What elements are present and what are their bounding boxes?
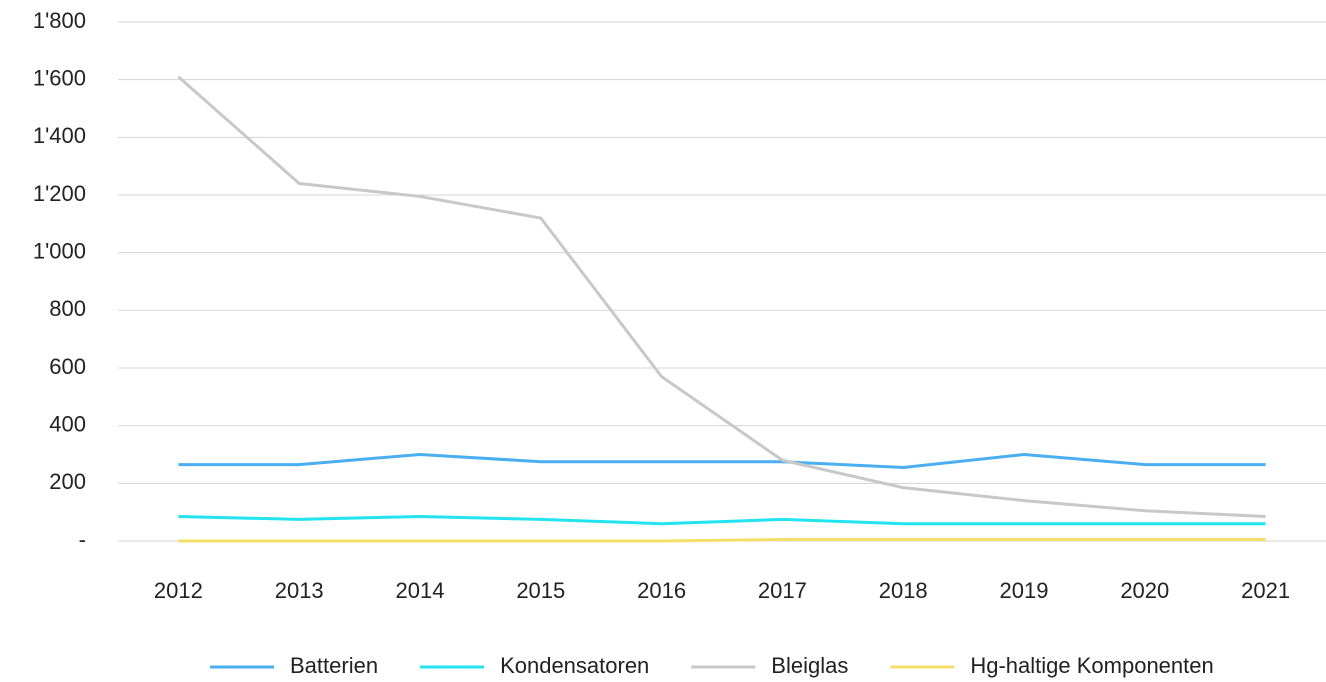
y-tick-label: 600 xyxy=(49,354,86,379)
legend-label: Bleiglas xyxy=(771,653,848,678)
series-line xyxy=(178,453,1266,469)
y-tick-label: 200 xyxy=(49,469,86,494)
y-tick-label: 1'400 xyxy=(33,123,86,148)
x-tick-label: 2014 xyxy=(396,578,445,603)
y-tick-label: - xyxy=(79,527,86,552)
x-tick-label: 2021 xyxy=(1241,578,1290,603)
x-tick-label: 2016 xyxy=(637,578,686,603)
legend-label: Batterien xyxy=(290,653,378,678)
y-tick-label: 1'200 xyxy=(33,181,86,206)
x-tick-label: 2020 xyxy=(1120,578,1169,603)
legend-label: Kondensatoren xyxy=(500,653,649,678)
series-line xyxy=(177,75,1266,518)
x-tick-label: 2013 xyxy=(275,578,324,603)
x-tick-label: 2018 xyxy=(879,578,928,603)
series-line xyxy=(178,514,1266,526)
legend-label: Hg-haltige Komponenten xyxy=(970,653,1213,678)
y-tick-label: 1'800 xyxy=(33,8,86,33)
x-tick-label: 2015 xyxy=(516,578,565,603)
series-line xyxy=(178,538,1266,543)
x-tick-label: 2012 xyxy=(154,578,203,603)
y-tick-label: 1'000 xyxy=(33,238,86,263)
x-tick-label: 2019 xyxy=(1000,578,1049,603)
y-tick-label: 400 xyxy=(49,411,86,436)
y-tick-label: 800 xyxy=(49,296,86,321)
x-tick-label: 2017 xyxy=(758,578,807,603)
y-tick-label: 1'600 xyxy=(33,65,86,90)
